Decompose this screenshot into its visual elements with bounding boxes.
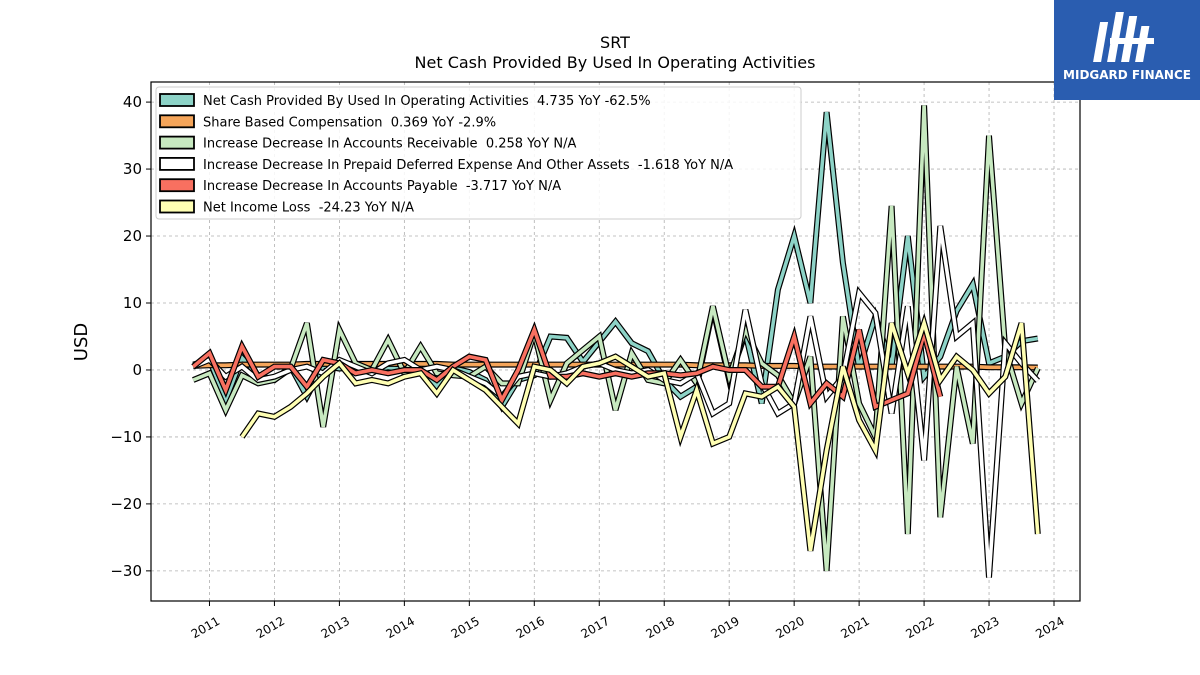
legend-swatch [159,178,195,193]
y-axis-label: USD [71,323,92,361]
legend-box [155,86,802,220]
legend-swatch [159,93,195,107]
legend-entry: Increase Decrease In Accounts Payable -3… [203,179,561,194]
legend-swatch [159,135,195,150]
y-tick-label: 20 [123,227,142,245]
x-tick-label: 2014 [384,614,417,641]
y-axis: −30 −20 −10 0 10 20 30 40 [110,93,151,580]
brand-name: MIDGARD FINANCE [1063,68,1191,82]
brand-logo: MIDGARD FINANCE [1054,0,1200,100]
y-tick-label: −30 [110,562,142,580]
series-stroke [192,324,943,410]
series-line [239,312,1041,552]
series-line [191,321,944,411]
brand-mark-icon [1093,12,1154,62]
legend-swatch [159,199,195,214]
y-tick-label: 0 [132,361,142,379]
x-tick-label: 2018 [643,614,676,641]
legend-entry: Increase Decrease In Accounts Receivable… [203,137,577,152]
legend-entry: Net Income Loss -24.23 YoY N/A [203,201,414,216]
legend-swatch [159,114,195,129]
plot-area: 2011 2012 2013 2014 2015 2016 2017 2018 2019 2020… [110,81,1081,641]
legend-entry: Net Cash Provided By Used In Operating A… [203,94,651,109]
y-tick-label: 30 [123,160,142,178]
y-tick-label: 40 [123,93,142,111]
legend-swatch [159,156,195,171]
x-tick-label: 2015 [449,614,482,641]
x-tick-label: 2022 [903,614,936,641]
legend: Net Cash Provided By Used In Operating A… [155,86,802,220]
chart-title: SRT [600,33,630,52]
y-tick-label: −10 [110,428,142,446]
x-tick-label: 2013 [319,614,352,641]
x-tick-label: 2019 [708,614,741,641]
x-tick-label: 2024 [1033,614,1066,641]
plot-frame [150,81,1081,602]
chart-subtitle: Net Cash Provided By Used In Operating A… [415,53,816,72]
series-stroke [240,316,1040,552]
legend-entry: Increase Decrease In Prepaid Deferred Ex… [203,158,733,173]
x-tick-label: 2016 [514,614,547,641]
y-tick-label: 10 [123,294,142,312]
x-tick-label: 2023 [968,614,1001,641]
x-axis: 2011 2012 2013 2014 2015 2016 2017 2018 2019 2020… [189,601,1067,641]
x-tick-label: 2020 [773,614,806,641]
y-tick-label: −20 [110,495,142,513]
x-tick-label: 2017 [579,614,612,641]
series-lines [191,105,1041,578]
legend-entry: Share Based Compensation 0.369 YoY -2.9% [203,115,496,130]
x-tick-label: 2021 [838,614,871,641]
x-tick-label: 2012 [254,614,287,641]
x-tick-label: 2011 [189,614,222,641]
